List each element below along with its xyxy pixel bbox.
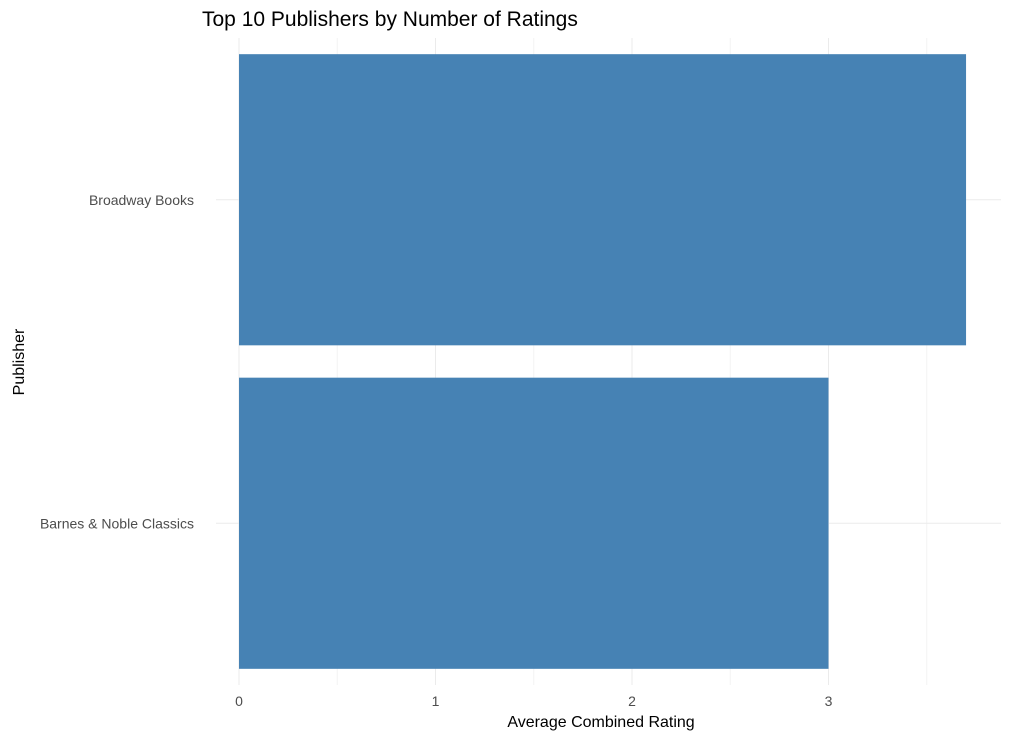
- bars: [239, 54, 967, 669]
- x-axis-ticks: 0 1 2 3: [235, 693, 833, 709]
- y-tick-label: Broadway Books: [89, 192, 194, 208]
- x-tick-label: 1: [432, 693, 440, 709]
- x-axis-title: Average Combined Rating: [507, 714, 694, 731]
- x-tick-label: 0: [235, 693, 243, 709]
- x-tick-label: 3: [825, 693, 833, 709]
- chart-title: Top 10 Publishers by Number of Ratings: [202, 8, 578, 31]
- y-tick-label: Barnes & Noble Classics: [40, 515, 194, 531]
- bar: [239, 54, 967, 346]
- y-axis-ticks: Barnes & Noble Classics Broadway Books: [40, 192, 194, 532]
- y-axis-title: Publisher: [11, 328, 28, 395]
- x-tick-label: 2: [628, 693, 636, 709]
- bar: [239, 377, 829, 669]
